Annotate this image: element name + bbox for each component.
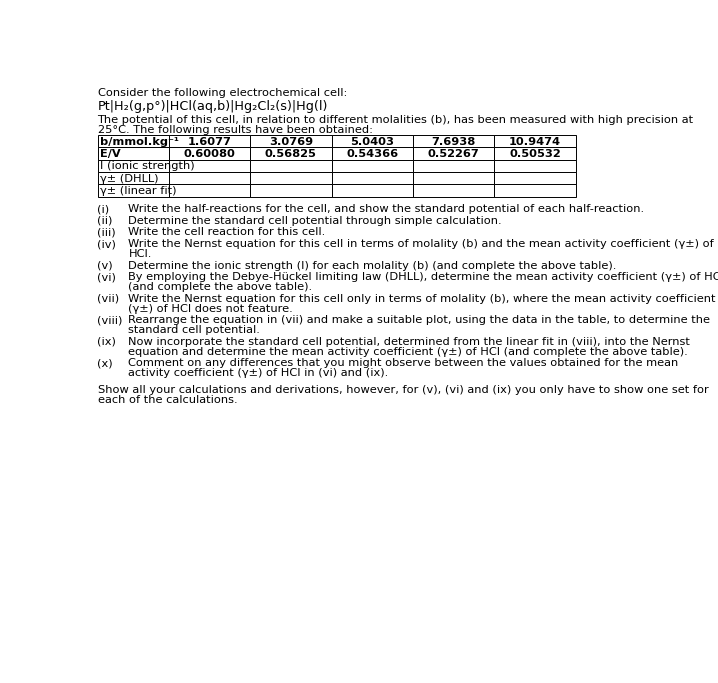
- Bar: [250, 172, 332, 184]
- Text: Now incorporate the standard cell potential, determined from the linear fit in (: Now incorporate the standard cell potent…: [129, 337, 691, 347]
- Text: (i): (i): [98, 204, 110, 214]
- Text: (iv): (iv): [98, 239, 116, 249]
- Text: E/V: E/V: [100, 149, 121, 159]
- Text: Consider the following electrochemical cell:: Consider the following electrochemical c…: [98, 88, 347, 98]
- Text: (x): (x): [98, 359, 113, 368]
- Bar: [169, 135, 250, 148]
- Bar: [250, 184, 332, 197]
- Text: I (ionic strength): I (ionic strength): [100, 161, 195, 171]
- Text: 0.54366: 0.54366: [346, 149, 398, 159]
- Text: 0.52267: 0.52267: [428, 149, 480, 159]
- Bar: [413, 135, 494, 148]
- Text: Determine the ionic strength (I) for each molality (b) (and complete the above t: Determine the ionic strength (I) for eac…: [129, 261, 617, 270]
- Text: 3.0769: 3.0769: [269, 137, 313, 147]
- Text: Write the Nernst equation for this cell only in terms of molality (b), where the: Write the Nernst equation for this cell …: [129, 294, 716, 304]
- Bar: [250, 148, 332, 160]
- Bar: [413, 148, 494, 160]
- Text: standard cell potential.: standard cell potential.: [129, 325, 261, 335]
- Bar: [332, 148, 413, 160]
- Text: 5.0403: 5.0403: [350, 137, 394, 147]
- Bar: [332, 160, 413, 172]
- Bar: [98, 184, 169, 197]
- Bar: [494, 172, 576, 184]
- Text: Determine the standard cell potential through simple calculation.: Determine the standard cell potential th…: [129, 216, 502, 226]
- Text: Write the Nernst equation for this cell in terms of molality (b) and the mean ac: Write the Nernst equation for this cell …: [129, 239, 714, 249]
- Text: Write the half-reactions for the cell, and show the standard potential of each h: Write the half-reactions for the cell, a…: [129, 204, 645, 214]
- Text: 0.60080: 0.60080: [184, 149, 236, 159]
- Text: (ii): (ii): [98, 216, 113, 226]
- Text: 0.50532: 0.50532: [509, 149, 561, 159]
- Text: (vii): (vii): [98, 294, 120, 304]
- Text: (v): (v): [98, 261, 113, 270]
- Text: equation and determine the mean activity coefficient (γ±) of HCl (and complete t: equation and determine the mean activity…: [129, 347, 689, 357]
- Text: (ix): (ix): [98, 337, 116, 347]
- Text: (iii): (iii): [98, 227, 116, 238]
- Text: (viii): (viii): [98, 316, 123, 325]
- Text: γ± (DHLL): γ± (DHLL): [100, 173, 159, 184]
- Text: Comment on any differences that you might observe between the values obtained fo: Comment on any differences that you migh…: [129, 359, 679, 368]
- Bar: [98, 148, 169, 160]
- Text: The potential of this cell, in relation to different molalities (b), has been me: The potential of this cell, in relation …: [98, 115, 694, 125]
- Bar: [169, 160, 250, 172]
- Bar: [413, 172, 494, 184]
- Bar: [169, 148, 250, 160]
- Text: (vi): (vi): [98, 272, 116, 282]
- Bar: [494, 160, 576, 172]
- Bar: [494, 148, 576, 160]
- Text: 10.9474: 10.9474: [509, 137, 561, 147]
- Bar: [413, 160, 494, 172]
- Bar: [332, 135, 413, 148]
- Bar: [98, 172, 169, 184]
- Text: activity coefficient (γ±) of HCl in (vi) and (ix).: activity coefficient (γ±) of HCl in (vi)…: [129, 368, 388, 378]
- Bar: [332, 184, 413, 197]
- Bar: [413, 184, 494, 197]
- Text: γ± (linear fit): γ± (linear fit): [100, 186, 177, 196]
- Text: 0.56825: 0.56825: [265, 149, 317, 159]
- Text: Show all your calculations and derivations, however, for (v), (vi) and (ix) you : Show all your calculations and derivatio…: [98, 385, 708, 395]
- Bar: [169, 172, 250, 184]
- Text: By employing the Debye-Hückel limiting law (DHLL), determine the mean activity c: By employing the Debye-Hückel limiting l…: [129, 272, 718, 282]
- Bar: [332, 172, 413, 184]
- Bar: [494, 184, 576, 197]
- Bar: [494, 135, 576, 148]
- Text: HCl.: HCl.: [129, 249, 152, 259]
- Text: Write the cell reaction for this cell.: Write the cell reaction for this cell.: [129, 227, 326, 238]
- Bar: [98, 160, 169, 172]
- Bar: [250, 160, 332, 172]
- Text: Rearrange the equation in (vii) and make a suitable plot, using the data in the : Rearrange the equation in (vii) and make…: [129, 316, 711, 325]
- Text: (γ±) of HCl does not feature.: (γ±) of HCl does not feature.: [129, 304, 293, 313]
- Bar: [169, 184, 250, 197]
- Text: 1.6077: 1.6077: [187, 137, 231, 147]
- Text: 7.6938: 7.6938: [432, 137, 476, 147]
- Text: b/mmol.kg⁻¹: b/mmol.kg⁻¹: [100, 137, 179, 147]
- Text: each of the calculations.: each of the calculations.: [98, 395, 237, 404]
- Text: Pt|H₂(g,p°)|HCl(aq,b)|Hg₂Cl₂(s)|Hg(l): Pt|H₂(g,p°)|HCl(aq,b)|Hg₂Cl₂(s)|Hg(l): [98, 100, 328, 113]
- Bar: [98, 135, 169, 148]
- Text: 25°C. The following results have been obtained:: 25°C. The following results have been ob…: [98, 125, 373, 135]
- Bar: [250, 135, 332, 148]
- Text: (and complete the above table).: (and complete the above table).: [129, 282, 312, 292]
